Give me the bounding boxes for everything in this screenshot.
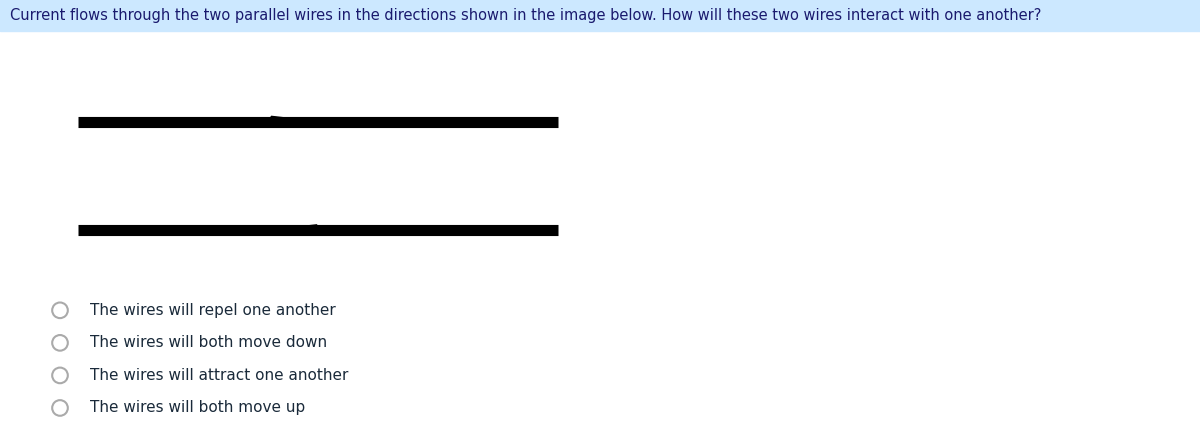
Text: Current flows through the two parallel wires in the directions shown in the imag: Current flows through the two parallel w… <box>10 8 1040 23</box>
Text: The wires will both move up: The wires will both move up <box>90 401 305 415</box>
Bar <box>0 0 1200 31</box>
Polygon shape <box>271 225 317 235</box>
Text: The wires will both move down: The wires will both move down <box>90 335 328 350</box>
Text: The wires will repel one another: The wires will repel one another <box>90 303 336 318</box>
Polygon shape <box>271 116 317 127</box>
Text: The wires will attract one another: The wires will attract one another <box>90 368 348 383</box>
